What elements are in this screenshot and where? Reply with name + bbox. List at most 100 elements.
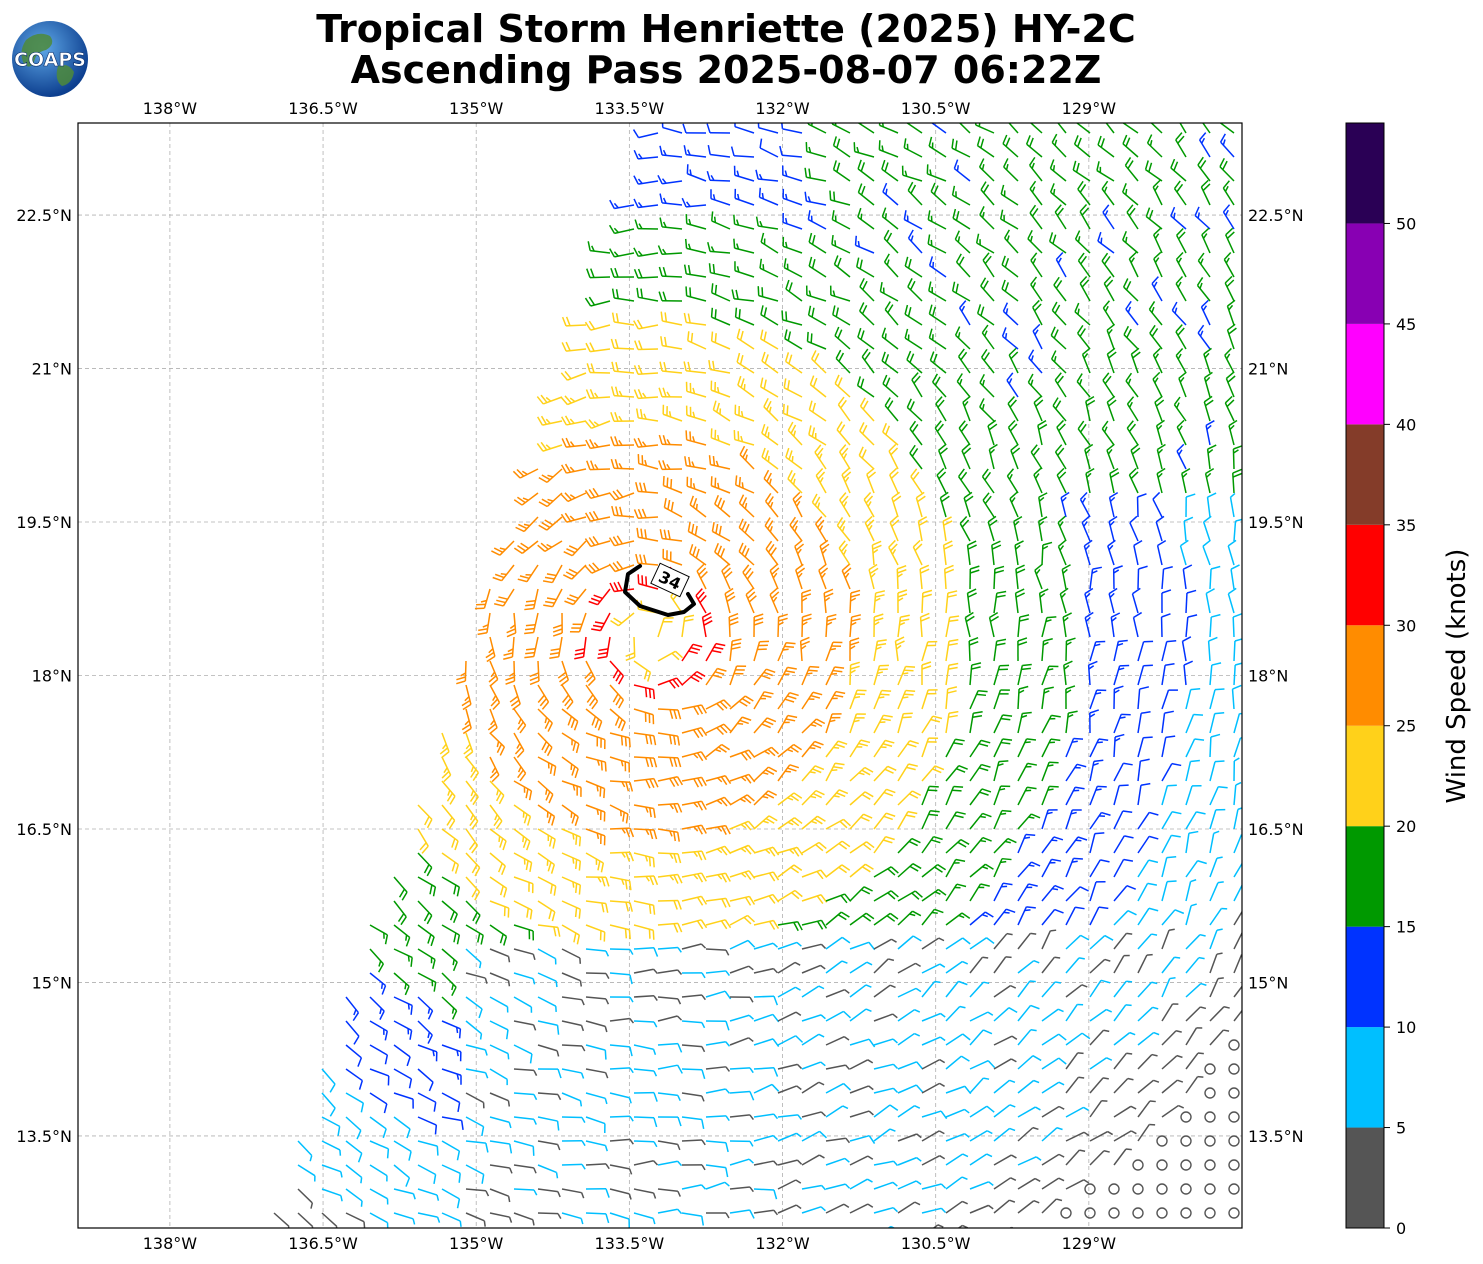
wind-barb [873, 639, 887, 662]
wind-barb [801, 1081, 825, 1094]
wind-barb [834, 374, 851, 398]
wind-barb [633, 247, 659, 257]
lon-tick-label-top: 129°W [1062, 99, 1117, 118]
wind-barb [921, 1130, 945, 1142]
wind-barb [921, 937, 945, 950]
wind-barb [659, 217, 683, 230]
wind-barb [585, 924, 606, 942]
wind-barb [1228, 1159, 1240, 1171]
wind-barb [993, 1058, 1017, 1070]
wind-barb [777, 1011, 802, 1022]
wind-barb [585, 1163, 610, 1170]
wind-barb [839, 492, 851, 518]
wind-barb [921, 715, 943, 734]
wind-barb [978, 158, 995, 182]
wind-barb [561, 948, 582, 964]
wind-barb [897, 1084, 924, 1094]
wind-barb [633, 968, 659, 975]
wind-barb [465, 1092, 485, 1109]
wind-barb [585, 1187, 610, 1198]
wind-barb [1137, 811, 1159, 830]
wind-barb [1065, 857, 1083, 878]
wind-barb [585, 996, 610, 1005]
wind-barb [441, 852, 460, 874]
wind-barb [1041, 1033, 1067, 1046]
wind-barb [956, 373, 971, 398]
wind-barb [609, 780, 634, 792]
wind-barb [1017, 685, 1029, 710]
wind-barb [921, 1207, 947, 1214]
wind-barb [1122, 278, 1139, 302]
wind-barb [993, 1035, 1018, 1046]
wind-barb [1065, 685, 1076, 710]
wind-barb [393, 876, 408, 901]
wind-barb [1113, 762, 1133, 782]
wind-barb [777, 613, 788, 638]
wind-barb [745, 587, 757, 614]
wind-barb [1029, 180, 1043, 206]
wind-barb [897, 1032, 921, 1046]
wind-barb [993, 1104, 1016, 1118]
wind-barb [801, 964, 826, 974]
wind-barb [537, 948, 557, 965]
lon-tick-label-bottom: 132°W [755, 1234, 810, 1253]
wind-barb [1103, 276, 1115, 302]
wind-barb [1161, 1003, 1179, 1022]
wind-barb [871, 540, 882, 566]
wind-barb [706, 123, 731, 134]
wind-barb [1041, 1057, 1067, 1070]
wind-barb [1008, 347, 1019, 374]
wind-barb [585, 342, 611, 353]
wind-barb [537, 972, 558, 988]
wind-barb [1161, 811, 1182, 830]
wind-barb [681, 197, 707, 208]
wind-barb [369, 996, 385, 1020]
wind-barb [537, 780, 554, 804]
wind-barb [777, 743, 803, 758]
wind-barb [707, 145, 731, 158]
wind-barb [1017, 980, 1036, 998]
wind-barb [1054, 444, 1067, 470]
wind-barb [1015, 564, 1026, 590]
wind-barb [1017, 738, 1037, 758]
wind-barb [781, 310, 803, 326]
wind-barb [1181, 467, 1191, 494]
wind-barb [1077, 420, 1091, 446]
wind-barb [838, 540, 851, 566]
wind-barb [537, 996, 557, 1013]
wind-barb [1156, 1159, 1168, 1171]
wind-barb [825, 893, 852, 904]
wind-barb [1113, 1130, 1137, 1142]
wind-barb [819, 539, 830, 566]
colorbar-tick-label: 35 [1396, 516, 1416, 535]
wind-barb [1137, 758, 1150, 782]
wind-barb [999, 209, 1019, 230]
wind-barb [825, 613, 837, 638]
wind-barb [969, 1204, 994, 1214]
wind-barb [897, 1105, 921, 1118]
wind-barb [1065, 786, 1085, 806]
wind-barb [825, 936, 851, 950]
wind-barb [969, 662, 982, 686]
wind-barb [849, 661, 860, 686]
wind-barb [1185, 903, 1197, 926]
wind-barb [564, 588, 587, 606]
wind-barb [1233, 757, 1240, 782]
wind-barb [689, 495, 707, 518]
wind-barb [921, 888, 947, 902]
wind-barb [681, 643, 703, 662]
wind-barb [969, 788, 992, 806]
wind-barb [811, 493, 827, 518]
wind-barb [489, 996, 509, 1013]
wind-barb [849, 941, 876, 951]
wind-barb [1161, 566, 1173, 590]
wind-barb [657, 245, 683, 256]
wind-barb [608, 560, 635, 573]
wind-barb [879, 282, 899, 302]
wind-barb [441, 1044, 462, 1062]
wind-barb [841, 467, 852, 494]
wind-barb [503, 636, 515, 660]
wind-barb [1017, 960, 1040, 974]
wind-barb [969, 1029, 993, 1046]
wind-barb [1161, 928, 1175, 950]
